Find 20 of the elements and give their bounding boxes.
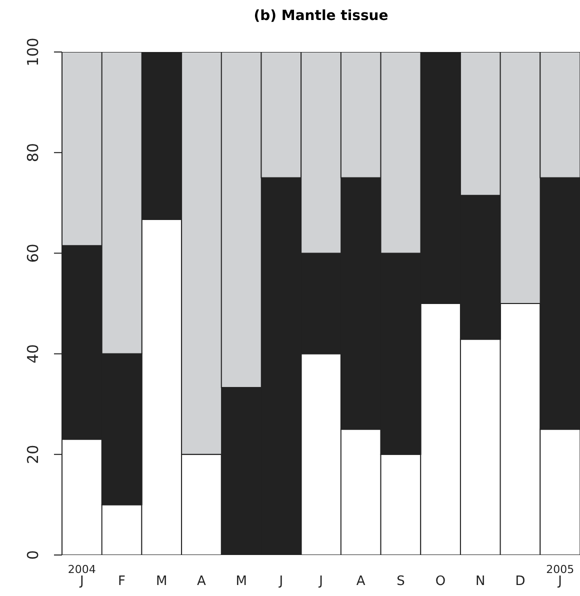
x-tick-label: D — [515, 574, 526, 589]
x-tick-label: J — [318, 574, 323, 589]
y-tick-label: 80 — [24, 143, 42, 162]
x-tick-label: 2004 J — [68, 563, 96, 589]
y-tick-label: 40 — [24, 344, 42, 364]
x-tick-label: A — [197, 574, 206, 589]
x-tick-label: F — [118, 574, 126, 589]
y-tick-label: 100 — [24, 38, 42, 66]
x-tick-label: 2005 J — [546, 563, 574, 589]
y-tick-label: 20 — [24, 444, 42, 464]
chart-title: (b) Mantle tissue — [252, 8, 390, 24]
x-tick-label: N — [476, 574, 486, 589]
x-tick-label: M — [236, 574, 247, 589]
x-tick-label: S — [396, 574, 405, 589]
x-tick-label: J — [278, 574, 284, 589]
x-tick-label: O — [435, 574, 446, 589]
y-tick-label: 60 — [24, 244, 42, 263]
y-tick-label: 0 — [24, 550, 42, 560]
x-tick-label: A — [356, 574, 366, 589]
x-tick-label: M — [156, 574, 168, 589]
